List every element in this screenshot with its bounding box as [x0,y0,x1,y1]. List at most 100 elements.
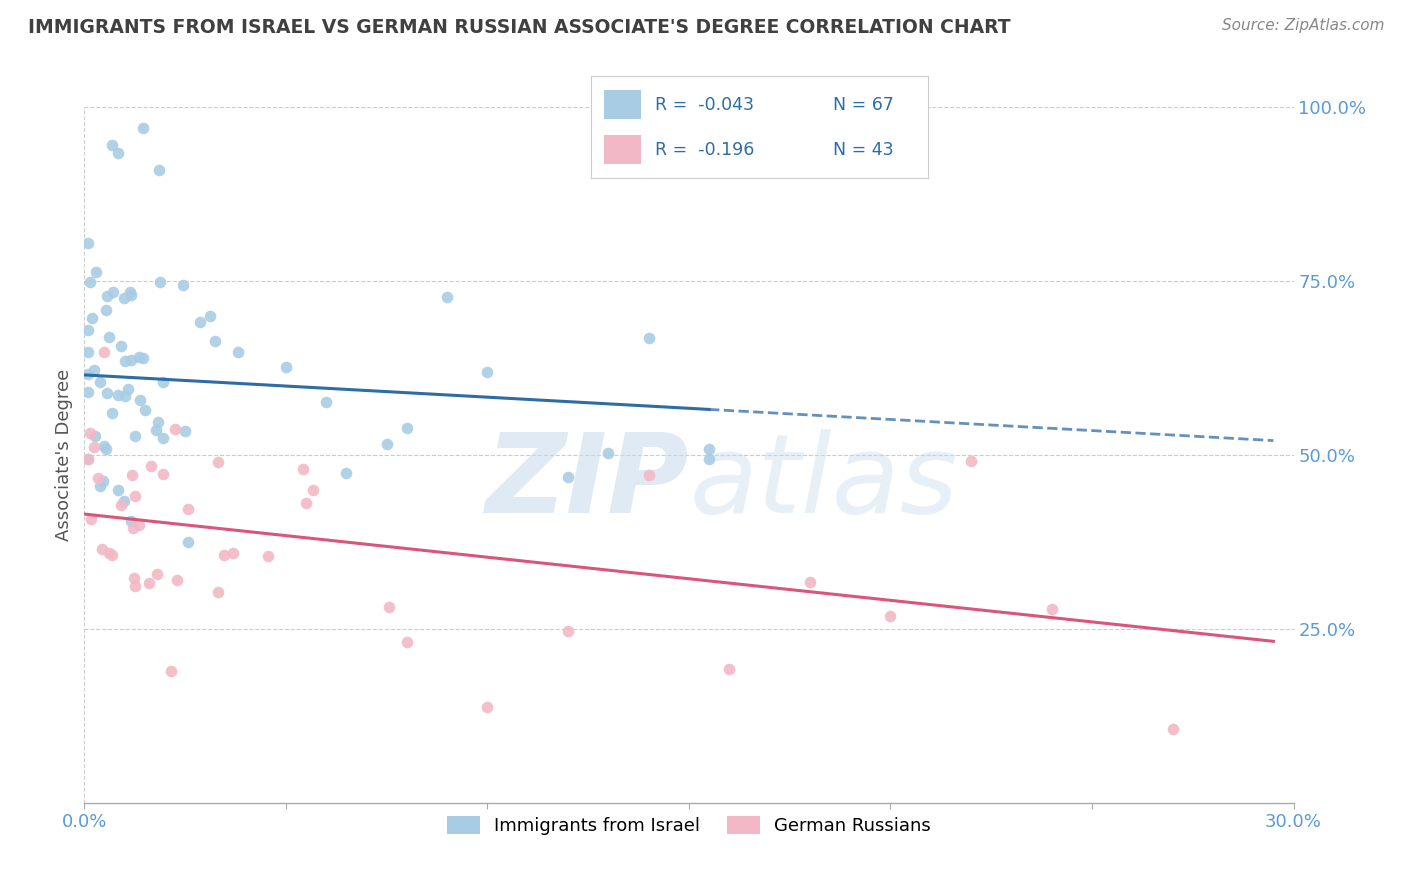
Point [172,277,194,292]
Point [89,375,111,389]
Point [83,363,105,377]
Point [152,431,174,445]
Point [436,290,458,304]
Point [93,344,115,359]
Point [148,163,170,178]
Point [122,521,145,535]
Point [292,461,315,475]
Point [198,310,221,324]
Point [145,423,167,437]
Point [80,512,103,526]
Point [112,494,135,508]
Point [101,138,124,153]
Point [93,439,115,453]
Point [697,442,720,456]
Point [138,575,160,590]
Point [204,334,226,348]
Text: N = 43: N = 43 [834,141,894,159]
Point [697,451,720,466]
Point [132,120,155,135]
Point [557,624,579,639]
Point [121,468,143,483]
Point [152,375,174,389]
Point [395,420,418,434]
Point [477,699,499,714]
Point [315,395,337,409]
Point [124,489,146,503]
Point [139,458,162,473]
Point [257,549,280,563]
Point [128,351,150,365]
Text: R =  -0.043: R = -0.043 [655,95,754,113]
Point [207,585,229,599]
Point [97,546,120,560]
Point [879,608,901,623]
Point [107,483,129,498]
Point [395,635,418,649]
Text: ZIP: ZIP [485,429,689,536]
Point [174,424,197,438]
Point [124,579,146,593]
Point [89,479,111,493]
Point [79,275,101,289]
Point [335,466,357,480]
Point [1161,722,1184,736]
Point [152,467,174,481]
Point [120,288,142,302]
Point [163,422,186,436]
Text: N = 67: N = 67 [834,95,894,113]
Point [1040,602,1063,616]
Point [207,455,229,469]
Text: IMMIGRANTS FROM ISRAEL VS GERMAN RUSSIAN ASSOCIATE'S DEGREE CORRELATION CHART: IMMIGRANTS FROM ISRAEL VS GERMAN RUSSIAN… [28,18,1011,37]
Point [160,664,183,678]
Point [80,310,103,325]
Point [77,452,100,467]
Text: atlas: atlas [689,429,957,536]
Point [84,265,107,279]
Point [134,403,156,417]
Point [120,514,142,528]
Point [166,573,188,587]
Point [112,291,135,305]
Point [146,566,169,581]
Point [960,454,983,468]
Point [101,285,124,300]
Point [212,549,235,563]
Point [94,442,117,456]
Point [79,425,101,440]
Point [132,351,155,365]
Point [118,285,141,300]
Point [83,440,105,454]
Point [122,572,145,586]
Bar [605,136,641,164]
Point [799,574,821,589]
Point [77,344,100,359]
Point [190,315,212,329]
Point [101,406,124,420]
Point [77,385,100,400]
Point [91,474,114,488]
Bar [605,90,641,119]
Point [146,415,169,429]
Point [226,345,249,359]
Point [120,352,142,367]
Point [557,470,579,484]
Point [77,452,100,467]
Point [477,365,499,379]
Legend: Immigrants from Israel, German Russians: Immigrants from Israel, German Russians [440,809,938,842]
Point [110,498,132,512]
Text: Source: ZipAtlas.com: Source: ZipAtlas.com [1222,18,1385,33]
Point [87,471,110,485]
Point [274,359,297,374]
Point [77,367,100,381]
Point [83,429,105,443]
Point [128,517,150,532]
Point [107,387,129,401]
Point [101,549,124,563]
Point [124,429,146,443]
Point [114,354,136,368]
Point [129,393,152,408]
Text: R =  -0.196: R = -0.196 [655,141,754,159]
Y-axis label: Associate's Degree: Associate's Degree [55,368,73,541]
Point [222,546,245,560]
